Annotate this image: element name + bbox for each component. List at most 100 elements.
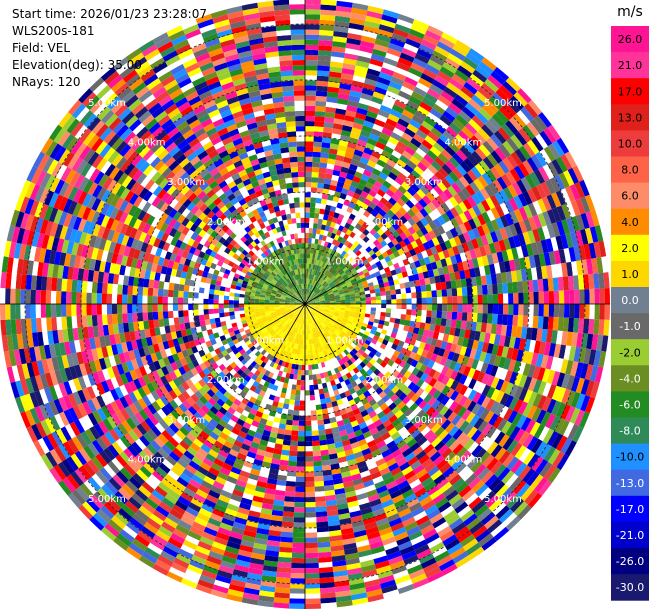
ray-gate xyxy=(319,299,326,302)
ray-gate xyxy=(465,52,482,66)
ray-gate xyxy=(379,104,392,114)
ray-gate xyxy=(305,293,307,299)
ray-gate xyxy=(310,400,316,406)
ray-gate xyxy=(406,123,419,134)
ray-gate xyxy=(343,289,350,294)
ray-gate xyxy=(504,225,513,238)
ray-gate xyxy=(318,213,324,220)
ray-gate xyxy=(298,425,305,432)
ray-gate xyxy=(504,213,514,226)
ray-gate xyxy=(318,50,332,57)
ray-gate xyxy=(305,522,317,528)
ray-gate xyxy=(430,317,437,325)
ray-gate xyxy=(552,140,565,157)
ray-gate xyxy=(320,300,326,303)
ray-gate xyxy=(305,253,308,259)
ray-gate xyxy=(377,29,393,39)
ray-gate xyxy=(404,127,416,138)
ray-gate xyxy=(505,271,513,283)
ray-gate xyxy=(374,38,390,48)
ray-gate xyxy=(310,248,314,254)
ray-gate xyxy=(536,184,547,199)
ray-gate xyxy=(344,211,352,218)
ray-gate xyxy=(503,238,512,251)
ray-gate xyxy=(427,25,444,37)
ray-gate xyxy=(327,86,340,94)
ray-gate xyxy=(568,246,577,262)
ray-gate xyxy=(399,282,406,289)
ray-gate xyxy=(305,293,307,299)
ray-gate xyxy=(311,258,315,265)
ray-gate xyxy=(574,182,585,199)
ray-gate xyxy=(433,123,446,135)
ray-gate xyxy=(320,287,325,292)
ray-gate xyxy=(395,288,402,295)
ray-gate xyxy=(599,288,605,304)
ray-gate xyxy=(305,400,311,406)
ray-gate xyxy=(405,199,415,209)
ray-gate xyxy=(316,290,321,295)
ray-gate xyxy=(365,304,372,308)
ray-gate xyxy=(305,19,320,25)
ray-gate xyxy=(472,295,478,304)
ray-gate xyxy=(305,598,321,604)
ray-gate xyxy=(468,118,482,132)
ray-gate xyxy=(352,234,360,241)
ray-gate xyxy=(570,200,581,216)
ray-gate xyxy=(317,70,330,77)
ray-gate xyxy=(487,313,493,324)
ray-gate xyxy=(340,256,346,263)
ray-gate xyxy=(424,135,437,146)
ray-gate xyxy=(584,289,590,304)
ray-gate xyxy=(334,159,344,167)
ray-gate xyxy=(490,150,503,164)
ray-gate xyxy=(415,82,430,93)
ray-gate xyxy=(388,42,404,53)
ray-gate xyxy=(440,202,450,213)
ray-gate xyxy=(308,296,313,301)
ray-gate xyxy=(291,425,299,431)
ray-gate xyxy=(589,304,595,320)
ray-gate xyxy=(500,272,508,284)
ray-gate xyxy=(305,100,316,106)
ray-gate xyxy=(379,184,389,193)
ray-gate xyxy=(448,156,460,168)
ray-gate xyxy=(555,190,566,206)
ray-gate xyxy=(311,233,317,239)
ray-gate xyxy=(406,269,413,277)
ray-gate xyxy=(351,7,368,16)
ray-gate xyxy=(585,194,596,212)
ray-gate xyxy=(387,241,395,249)
ray-gate xyxy=(399,215,408,224)
ray-gate xyxy=(356,107,368,116)
ray-gate xyxy=(366,256,374,263)
ray-gate xyxy=(311,430,319,436)
ray-gate xyxy=(518,145,531,160)
ray-gate xyxy=(360,300,366,304)
ray-gate xyxy=(388,197,397,206)
ray-gate xyxy=(578,274,585,290)
ray-gate xyxy=(305,176,312,183)
ray-gate xyxy=(338,291,345,295)
ray-gate xyxy=(364,290,371,295)
ray-gate xyxy=(350,306,356,310)
ray-gate xyxy=(451,137,464,150)
ray-gate xyxy=(340,78,353,86)
ray-gate xyxy=(318,40,333,47)
ray-gate xyxy=(444,57,460,70)
ray-gate xyxy=(413,133,425,144)
ray-gate xyxy=(416,252,424,261)
ray-gate xyxy=(530,267,538,281)
ray-gate xyxy=(318,167,327,174)
ray-gate xyxy=(374,288,381,293)
ray-gate xyxy=(403,220,412,230)
ray-gate xyxy=(486,221,495,233)
ray-gate xyxy=(522,315,529,328)
ray-gate xyxy=(486,169,497,183)
ray-gate xyxy=(361,152,372,160)
ray-gate xyxy=(376,201,385,210)
ray-gate xyxy=(326,242,332,249)
ray-gate xyxy=(522,190,533,205)
ray-gate xyxy=(316,223,322,230)
ray-gate xyxy=(306,294,309,300)
